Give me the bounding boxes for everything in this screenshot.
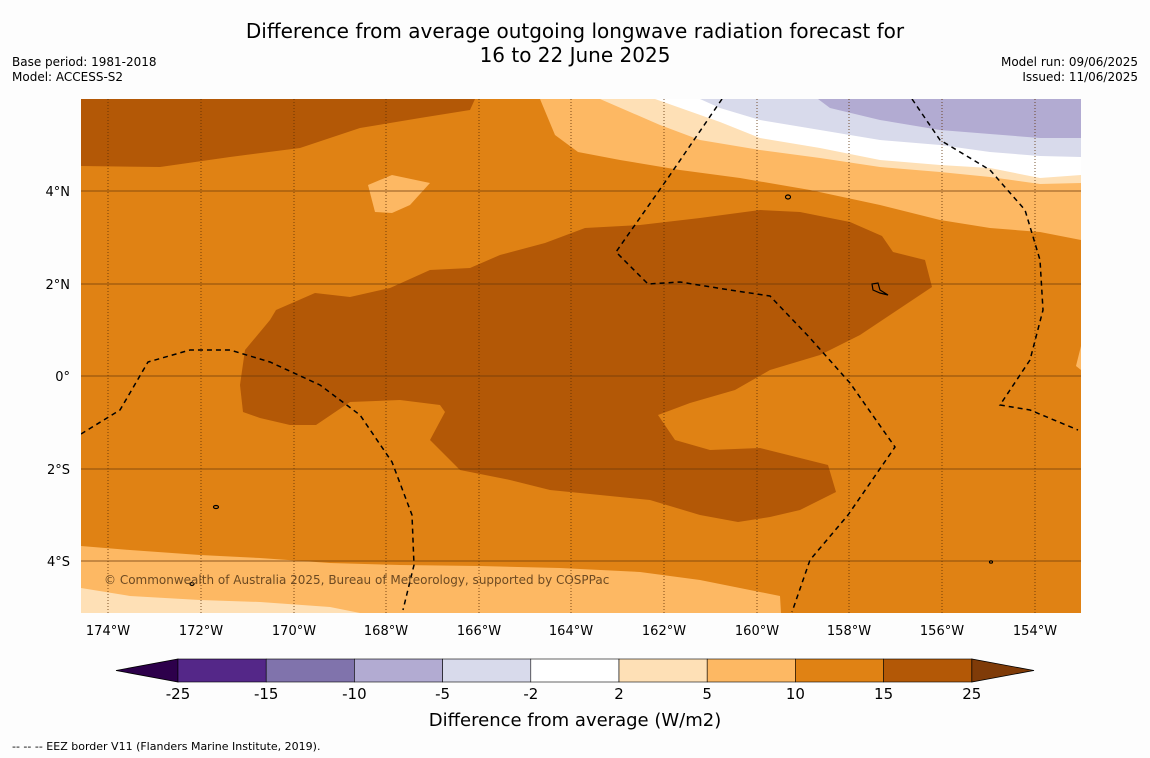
colorbar-tick-label: -10	[342, 685, 367, 703]
map-credit: © Commonwealth of Australia 2025, Bureau…	[104, 573, 609, 587]
issued-date: Issued: 11/06/2025	[1022, 70, 1138, 84]
colorbar-swatch	[530, 658, 620, 683]
map-field	[81, 99, 1081, 613]
colorbar-swatch	[618, 658, 708, 683]
field-15-25-nw	[81, 99, 475, 167]
field-5-10-east-sliver	[1076, 346, 1081, 370]
colorbar-tick-label: -2	[523, 685, 538, 703]
field-5-10-patch	[368, 175, 430, 213]
model-run: Model run: 09/06/2025	[1000, 55, 1138, 69]
colorbar-tick-label: 2	[614, 685, 624, 703]
meta-right: Model run: 09/06/2025 Issued: 11/06/2025	[1001, 55, 1138, 85]
base-period: Base period: 1981-2018	[12, 55, 157, 69]
lon-label: 168°W	[364, 624, 408, 639]
lat-label: 4°S	[47, 555, 70, 570]
eez-borders	[81, 99, 1079, 613]
lon-label: 158°W	[827, 624, 871, 639]
lon-label: 172°W	[179, 624, 223, 639]
lon-label: 160°W	[735, 624, 779, 639]
latitude-labels: 4°N 2°N 0° 2°S 4°S	[46, 185, 71, 570]
colorbar-title: Difference from average (W/m2)	[429, 710, 721, 731]
colorbar-swatch	[265, 658, 355, 683]
map-title-line1: Difference from average outgoing longwav…	[245, 19, 905, 43]
olr-anomaly-map: © Commonwealth of Australia 2025, Bureau…	[46, 99, 1081, 731]
colorbar-tick-label: 15	[874, 685, 893, 703]
lat-label: 4°N	[46, 185, 71, 200]
colorbar-swatch	[442, 658, 532, 683]
map-title-line2: 16 to 22 June 2025	[479, 43, 671, 67]
lat-label: 0°	[55, 370, 70, 385]
colorbar-extend-low	[115, 658, 179, 683]
lon-label: 170°W	[272, 624, 316, 639]
longitude-labels: 174°W 172°W 170°W 168°W 166°W 164°W 162°W 160°W…	[86, 624, 1057, 639]
colorbar-swatch	[883, 658, 973, 683]
latitude-lines	[81, 190, 1081, 562]
lon-label: 162°W	[642, 624, 686, 639]
colorbar-swatch	[795, 658, 884, 683]
lon-label: 174°W	[86, 624, 130, 639]
colorbar-tick-label: -5	[435, 685, 450, 703]
islands	[189, 194, 994, 587]
colorbar-tick-label: 25	[962, 685, 981, 703]
lat-label: 2°N	[46, 278, 71, 293]
eez-footnote: -- -- -- EEZ border V11 (Flanders Marine…	[12, 740, 321, 753]
meta-left: Base period: 1981-2018 Model: ACCESS-S2	[12, 55, 157, 85]
colorbar-tick-label: 5	[702, 685, 712, 703]
field-15-25-central	[240, 210, 932, 522]
field-5-10-south	[81, 546, 781, 613]
lon-label: 154°W	[1013, 624, 1057, 639]
colorbar-tick-label: -25	[166, 685, 191, 703]
colorbar-swatch	[354, 658, 443, 683]
lon-label: 156°W	[920, 624, 964, 639]
lon-label: 164°W	[549, 624, 593, 639]
model-name: Model: ACCESS-S2	[12, 70, 124, 84]
colorbar: -25 -15 -10 -5 -2 2 5 10 15 25	[115, 658, 1035, 703]
field-neg5-neg10	[818, 99, 1081, 138]
field-2-5-south	[81, 588, 360, 613]
colorbar-extend-high	[971, 658, 1035, 683]
colorbar-tick-label: 10	[786, 685, 805, 703]
colorbar-swatch	[706, 658, 796, 683]
colorbar-tick-label: -15	[254, 685, 279, 703]
lon-label: 166°W	[457, 624, 501, 639]
lat-label: 2°S	[47, 463, 70, 478]
colorbar-swatch	[177, 658, 267, 683]
